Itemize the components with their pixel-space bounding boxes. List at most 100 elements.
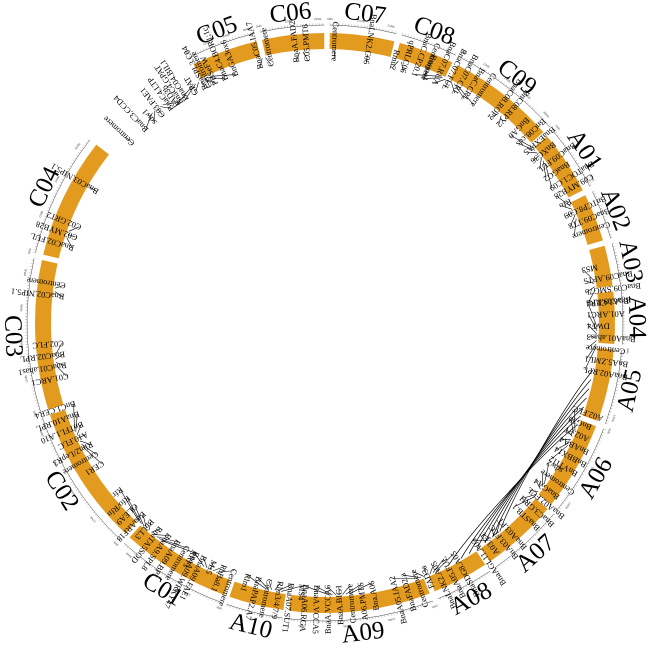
scale-tick xyxy=(568,494,571,497)
scale-tick xyxy=(531,106,534,109)
gene-connector xyxy=(432,558,445,573)
scale-tick xyxy=(503,82,505,85)
scale-tick xyxy=(603,428,606,430)
scale-tick xyxy=(76,489,78,491)
scale-tick xyxy=(607,417,610,419)
tick-label: 0Mb xyxy=(327,17,333,21)
scale-arc xyxy=(494,513,554,569)
tick-label: 24Mb xyxy=(54,175,61,184)
scale-tick xyxy=(466,58,468,61)
scale-tick xyxy=(200,593,202,596)
scale-tick xyxy=(536,532,539,534)
tick-label: 12Mb xyxy=(587,466,594,475)
gene-connector xyxy=(435,553,455,572)
scale-tick xyxy=(105,525,107,528)
tick-label: 0Mb xyxy=(431,604,438,610)
scale-tick xyxy=(612,242,615,244)
scale-tick xyxy=(515,92,517,94)
scale-tick xyxy=(36,239,39,241)
gene-connector xyxy=(205,78,210,86)
tick-label: 0Mb xyxy=(112,540,119,547)
gene-connector xyxy=(451,82,455,94)
scale-tick xyxy=(88,506,91,509)
scale-tick xyxy=(473,581,475,584)
gene-connector xyxy=(536,481,541,490)
gene-connector xyxy=(588,325,597,335)
scale-tick xyxy=(566,147,569,149)
scale-tick xyxy=(92,511,95,514)
gene-connector xyxy=(209,562,214,570)
scale-arc xyxy=(437,571,490,600)
scale-tick xyxy=(83,144,86,147)
scale-tick xyxy=(40,227,43,229)
scale-tick xyxy=(505,84,508,87)
scale-arc xyxy=(189,33,255,58)
gene-connector xyxy=(574,218,577,237)
gene-connector xyxy=(423,70,428,79)
chromosome-label-c06: C06 xyxy=(268,0,312,29)
scale-arc xyxy=(124,543,222,603)
chromosome-label-a04: A04 xyxy=(623,296,650,340)
scale-tick xyxy=(422,39,424,42)
scale-tick xyxy=(477,65,479,67)
scale-tick xyxy=(229,38,231,41)
gene-connector xyxy=(413,571,424,577)
scale-tick xyxy=(129,548,131,551)
scale-tick xyxy=(508,557,511,560)
chromosome-a04 xyxy=(597,291,615,344)
gene-connector xyxy=(216,570,234,573)
scale-tick xyxy=(437,45,439,48)
scale-tick xyxy=(599,437,602,439)
gene-connector xyxy=(342,585,351,595)
tick-label: 24Mb xyxy=(343,624,351,629)
scale-tick xyxy=(562,502,565,504)
tick-label: 0Mb xyxy=(216,605,223,611)
scale-tick xyxy=(589,184,592,186)
scale-tick xyxy=(35,402,38,404)
scale-tick xyxy=(200,50,202,53)
scale-tick xyxy=(57,456,59,459)
scale-tick xyxy=(61,465,64,467)
scale-tick xyxy=(541,527,543,530)
chromosome-a01 xyxy=(534,136,583,198)
scale-tick xyxy=(576,481,579,484)
chromosome-c01 xyxy=(129,525,230,595)
scale-tick xyxy=(501,562,503,565)
gene-connector xyxy=(153,534,169,536)
scale-tick xyxy=(546,122,549,125)
scale-tick xyxy=(536,111,538,113)
tick-label: 24Mb xyxy=(564,502,572,511)
gene-connector xyxy=(142,514,147,529)
scale-tick xyxy=(146,562,148,565)
scale-arc xyxy=(260,24,325,33)
scale-tick xyxy=(55,454,58,456)
scale-tick xyxy=(448,50,450,53)
link-line xyxy=(448,424,578,566)
scale-tick xyxy=(47,437,50,439)
scale-tick xyxy=(571,154,574,157)
gene-connector xyxy=(73,403,75,429)
chromosome-a09 xyxy=(288,578,430,613)
gene-label: MS4 xyxy=(296,584,306,602)
scale-tick xyxy=(544,120,547,122)
scale-tick xyxy=(442,596,445,599)
gene-connector xyxy=(120,489,140,522)
scale-tick xyxy=(562,142,565,144)
scale-tick xyxy=(584,468,587,470)
scale-tick xyxy=(226,604,228,607)
scale-tick xyxy=(408,608,410,611)
gene-label: Centromere xyxy=(345,583,358,623)
tick-label: 12Mb xyxy=(202,40,211,47)
scale-tick xyxy=(581,170,584,173)
scale-tick xyxy=(451,592,453,595)
gene-connector xyxy=(510,135,534,149)
tick-label: 36Mb xyxy=(74,142,82,151)
scale-tick xyxy=(183,585,185,588)
scale-tick xyxy=(556,134,559,137)
scale-tick xyxy=(156,569,158,572)
scale-tick xyxy=(540,115,543,118)
scale-tick xyxy=(177,582,180,585)
scale-tick xyxy=(83,499,86,501)
